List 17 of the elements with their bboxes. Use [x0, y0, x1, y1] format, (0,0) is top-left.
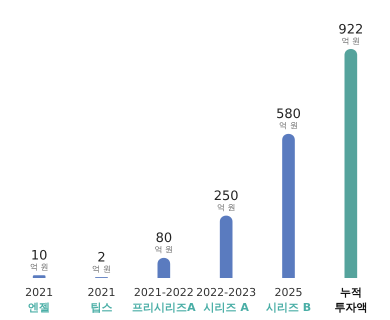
- data-label: 250 억 원: [214, 189, 239, 212]
- x-tick-label: 2025 시리즈 B: [266, 286, 312, 314]
- x-tick-label: 2022-2023 시리즈 A: [196, 286, 256, 314]
- bar: [282, 134, 295, 278]
- data-label: 580 억 원: [276, 107, 301, 130]
- data-label: 2 억 원: [92, 250, 111, 274]
- data-label: 922 억 원: [338, 22, 364, 46]
- x-tick-label: 2021-2022 프리시리즈A: [132, 286, 196, 314]
- data-label: 80 억 원: [154, 231, 174, 254]
- data-label: 10 억 원: [30, 248, 48, 272]
- bar: [220, 216, 232, 278]
- bar: [344, 49, 358, 278]
- x-tick-label: 2021 엔젤: [25, 286, 54, 314]
- x-tick-label: 2021 팁스: [88, 286, 116, 314]
- x-tick-label: 누적 투자액: [334, 286, 368, 314]
- bar: [32, 275, 46, 278]
- bar: [158, 258, 170, 278]
